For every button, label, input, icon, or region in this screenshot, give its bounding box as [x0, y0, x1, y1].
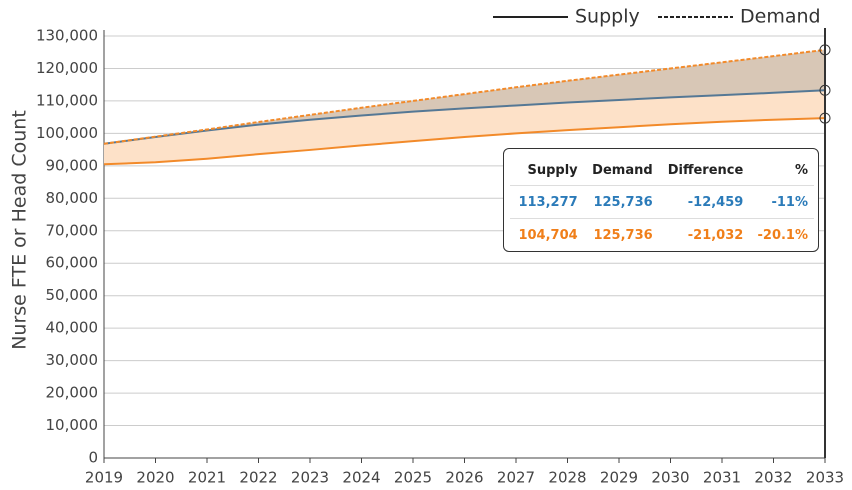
table-cell: 104,704 — [518, 227, 578, 243]
y-tick-label: 40,000 — [46, 319, 99, 337]
x-tick-label: 2033 — [806, 469, 844, 487]
table-header: Difference — [658, 155, 750, 186]
end-marker — [819, 112, 831, 124]
y-tick-label: 20,000 — [46, 384, 99, 402]
table-header: Supply — [510, 155, 584, 186]
table-header: Demand — [583, 155, 659, 186]
x-tick-label: 2020 — [136, 469, 174, 487]
table-row: 104,704 125,736 -21,032 -20.1% — [510, 219, 814, 252]
x-tick-label: 2019 — [85, 469, 123, 487]
x-tick-label: 2024 — [342, 469, 380, 487]
x-tick-label: 2030 — [651, 469, 689, 487]
y-tick-label: 110,000 — [36, 91, 98, 109]
x-tick-label: 2025 — [394, 469, 432, 487]
y-tick-label: 60,000 — [46, 254, 99, 272]
table-cell: -21,032 — [687, 227, 744, 243]
y-axis-label: Nurse FTE or Head Count — [9, 110, 31, 350]
y-tick-label: 70,000 — [46, 221, 99, 239]
legend-label: Supply — [575, 6, 640, 28]
x-tick-label: 2032 — [754, 469, 792, 487]
header-row: Supply Demand Difference% — [510, 155, 814, 186]
end-marker — [819, 84, 831, 96]
y-tick-label: 130,000 — [36, 27, 98, 45]
y-tick-label: 30,000 — [46, 351, 99, 369]
table-cell: 125,736 — [593, 227, 653, 243]
y-tick-label: 0 — [88, 449, 98, 467]
table-cell: -12,459 — [658, 185, 750, 219]
series-line — [103, 48, 826, 145]
y-tick-label: 120,000 — [36, 59, 98, 77]
y-tick-label: 10,000 — [46, 416, 99, 434]
y-tick-label: 90,000 — [46, 156, 99, 174]
x-tick-label: 2031 — [703, 469, 741, 487]
x-tick-label: 2028 — [548, 469, 586, 487]
y-tick-label: 100,000 — [36, 124, 98, 142]
y-tick-label: 80,000 — [46, 189, 99, 207]
table-cell: -11% — [749, 185, 814, 219]
gap-area — [104, 49, 825, 144]
table: Supply Demand Difference% 113,277 125,736 -12… — [510, 155, 814, 251]
x-tick-label: 2022 — [239, 469, 277, 487]
x-tick-label: 2027 — [497, 469, 535, 487]
summary-table: Supply Demand Difference% 113,277 125,736 -12… — [503, 148, 819, 252]
table-row: 113,277 125,736 -12,459 -11% — [510, 185, 814, 219]
x-tick-label: 2026 — [445, 469, 483, 487]
y-tick-label: 50,000 — [46, 286, 99, 304]
table-cell: -20.1% — [757, 227, 809, 243]
series-line — [103, 117, 826, 166]
table-cell: 125,736 — [583, 185, 659, 219]
table-cell: 113,277 — [510, 185, 584, 219]
x-tick-label: 2029 — [600, 469, 638, 487]
end-marker — [819, 44, 831, 56]
x-tick-label: 2023 — [291, 469, 329, 487]
series-line — [103, 89, 826, 145]
table-header: % — [749, 155, 814, 186]
legend-label: Demand — [740, 6, 821, 28]
x-tick-label: 2021 — [188, 469, 226, 487]
